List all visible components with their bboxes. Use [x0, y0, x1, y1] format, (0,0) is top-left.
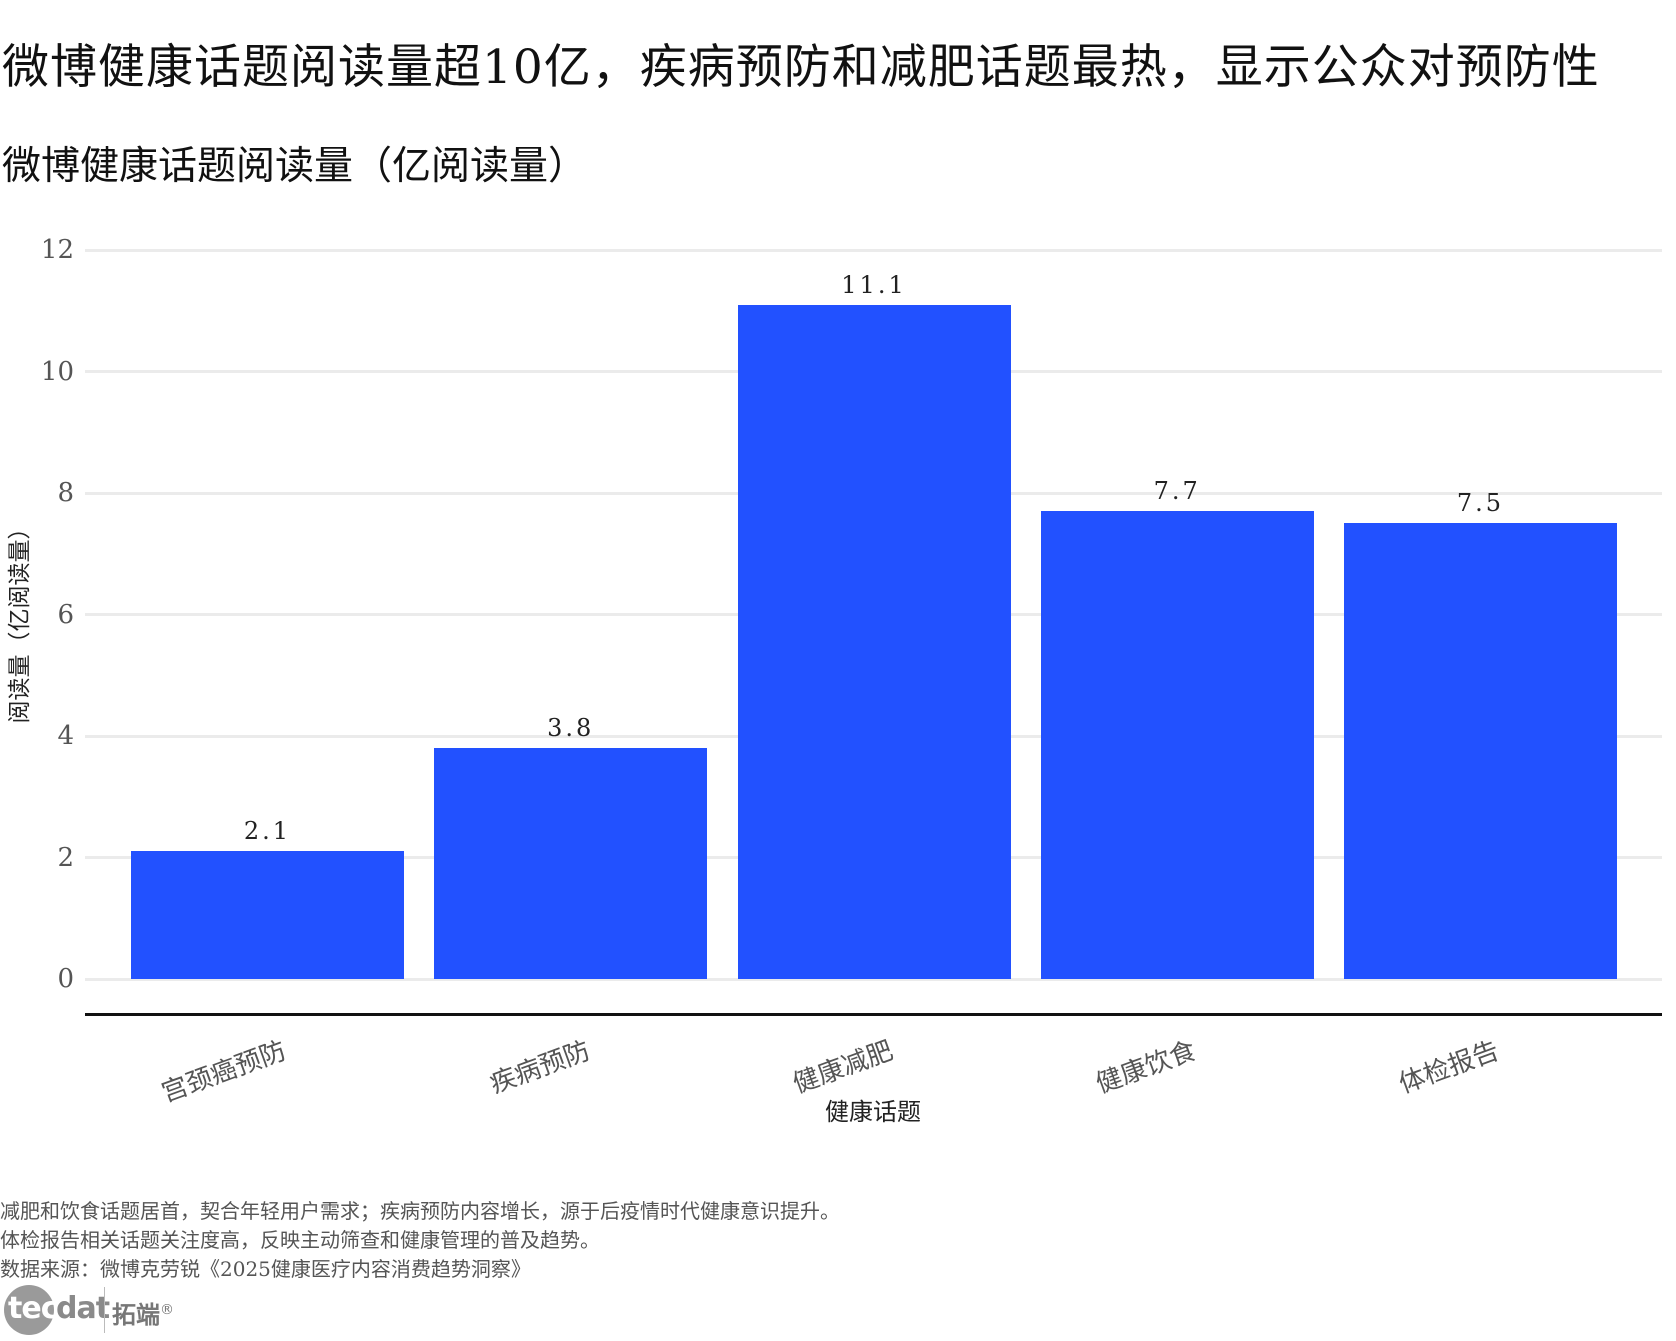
logo-circle-icon [4, 1285, 54, 1335]
y-tick-label: 4 [57, 721, 74, 751]
y-tick-label: 8 [57, 478, 74, 508]
note-line: 体检报告相关话题关注度高，反映主动筛查和健康管理的普及趋势。 [0, 1228, 600, 1252]
logo-divider [104, 1287, 105, 1333]
y-axis-title: 阅读量（亿阅读量） [7, 516, 33, 724]
logo-tec-text: tec [8, 1291, 58, 1326]
y-tick-label: 12 [40, 235, 74, 265]
bar-value-label: 11.1 [841, 270, 907, 299]
x-axis-line [85, 1013, 1662, 1016]
bar-value-label: 7.5 [1456, 489, 1505, 518]
bar [1040, 511, 1314, 979]
logo-cn-label: 拓端 [112, 1301, 160, 1329]
note-line: 减肥和饮食话题居首，契合年轻用户需求；疾病预防内容增长，源于后疫情时代健康意识提… [0, 1199, 840, 1223]
chart-title: 微博健康话题阅读量超10亿，疾病预防和减肥话题最热，显示公众对预防性 [2, 40, 1600, 95]
bar-value-label: 2.1 [243, 817, 292, 846]
y-tick-label: 6 [57, 599, 74, 630]
gridline [85, 248, 1662, 252]
bar-value-label: 7.7 [1153, 477, 1201, 506]
bar-value-label: 3.8 [547, 714, 595, 743]
registered-mark: ® [160, 1302, 174, 1318]
bar [434, 748, 708, 979]
x-tick-label: 健康减肥 [789, 1035, 898, 1100]
bar [1344, 523, 1617, 979]
y-tick-label: 0 [57, 964, 74, 994]
bar [737, 304, 1011, 979]
y-tick-label: 2 [57, 842, 74, 873]
logo-dat-text: dat [56, 1291, 110, 1326]
gridline [85, 977, 1662, 981]
bar [131, 851, 404, 979]
tecdat-logo: tec dat 拓端® [4, 1285, 204, 1337]
logo-cn-text: 拓端® [112, 1295, 174, 1330]
x-tick-label: 健康饮食 [1092, 1035, 1201, 1100]
footnotes: 减肥和饮食话题居首，契合年轻用户需求；疾病预防内容增长，源于后疫情时代健康意识提… [0, 1197, 840, 1284]
x-axis-title: 健康话题 [825, 1098, 921, 1126]
x-tick-label: 体检报告 [1395, 1035, 1504, 1100]
y-tick-label: 10 [40, 356, 74, 387]
x-tick-label: 疾病预防 [485, 1035, 594, 1100]
x-tick-label: 宫颈癌预防 [158, 1035, 291, 1109]
source-line: 数据来源：微博克劳锐《2025健康医疗内容消费趋势洞察》 [0, 1257, 531, 1281]
chart-subtitle: 微博健康话题阅读量（亿阅读量） [2, 144, 588, 189]
